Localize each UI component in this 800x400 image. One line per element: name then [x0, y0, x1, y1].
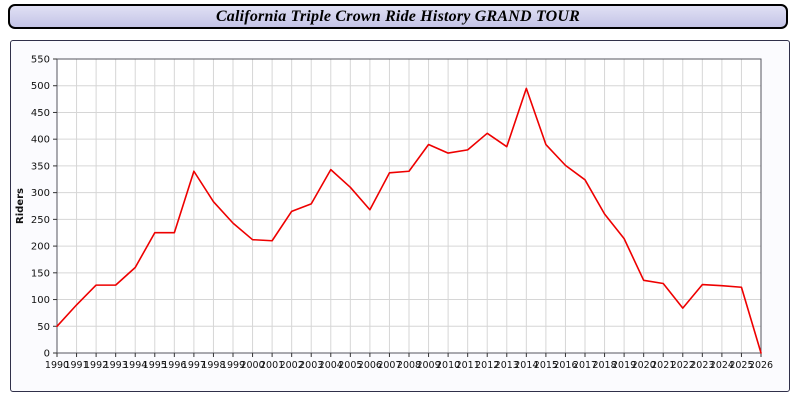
svg-text:1992: 1992 [84, 360, 108, 371]
chart-panel: 0 50 100 150 200 250 300 350 400 450 500 550 1990 199… [10, 40, 790, 392]
svg-text:2015: 2015 [534, 360, 558, 371]
svg-text:2013: 2013 [495, 360, 519, 371]
svg-text:550: 550 [31, 55, 50, 66]
svg-text:2011: 2011 [456, 360, 480, 371]
svg-text:1991: 1991 [64, 360, 88, 371]
svg-text:300: 300 [31, 188, 50, 199]
svg-text:2024: 2024 [710, 360, 734, 371]
svg-text:2007: 2007 [377, 360, 401, 371]
chart-title-text: California Triple Crown Ride History GRA… [215, 7, 581, 25]
svg-text:2010: 2010 [436, 360, 460, 371]
svg-text:2018: 2018 [592, 360, 616, 371]
svg-text:100: 100 [31, 295, 50, 306]
svg-text:2009: 2009 [416, 360, 440, 371]
svg-text:1997: 1997 [182, 360, 206, 371]
svg-text:150: 150 [31, 268, 50, 279]
svg-text:1998: 1998 [201, 360, 225, 371]
svg-text:Riders: Riders [15, 188, 26, 224]
svg-text:1993: 1993 [104, 360, 128, 371]
svg-text:2000: 2000 [240, 360, 264, 371]
svg-text:2023: 2023 [690, 360, 714, 371]
svg-text:1990: 1990 [45, 360, 69, 371]
svg-text:2008: 2008 [397, 360, 421, 371]
svg-text:400: 400 [31, 135, 50, 146]
svg-text:2003: 2003 [299, 360, 323, 371]
svg-text:2004: 2004 [319, 360, 343, 371]
svg-text:350: 350 [31, 161, 50, 172]
svg-text:0: 0 [44, 349, 50, 360]
svg-text:2017: 2017 [573, 360, 597, 371]
chart-title-bar: California Triple Crown Ride History GRA… [8, 4, 788, 29]
svg-text:1995: 1995 [143, 360, 167, 371]
svg-text:2006: 2006 [358, 360, 382, 371]
svg-text:2012: 2012 [475, 360, 499, 371]
svg-text:2002: 2002 [280, 360, 304, 371]
svg-text:2019: 2019 [612, 360, 636, 371]
svg-text:2026: 2026 [749, 360, 773, 371]
svg-text:2016: 2016 [553, 360, 577, 371]
svg-text:2025: 2025 [729, 360, 753, 371]
svg-text:1994: 1994 [123, 360, 147, 371]
svg-text:200: 200 [31, 242, 50, 253]
svg-text:50: 50 [37, 322, 50, 333]
svg-text:2021: 2021 [651, 360, 675, 371]
svg-text:500: 500 [31, 81, 50, 92]
svg-text:2020: 2020 [632, 360, 656, 371]
svg-text:2022: 2022 [671, 360, 695, 371]
svg-text:2014: 2014 [514, 360, 538, 371]
svg-text:250: 250 [31, 215, 50, 226]
svg-text:450: 450 [31, 108, 50, 119]
svg-text:2001: 2001 [260, 360, 284, 371]
riders-line-chart: 0501001502002503003504004505005501990199… [15, 55, 773, 372]
svg-text:1999: 1999 [221, 360, 245, 371]
svg-text:1996: 1996 [162, 360, 186, 371]
svg-text:2005: 2005 [338, 360, 362, 371]
